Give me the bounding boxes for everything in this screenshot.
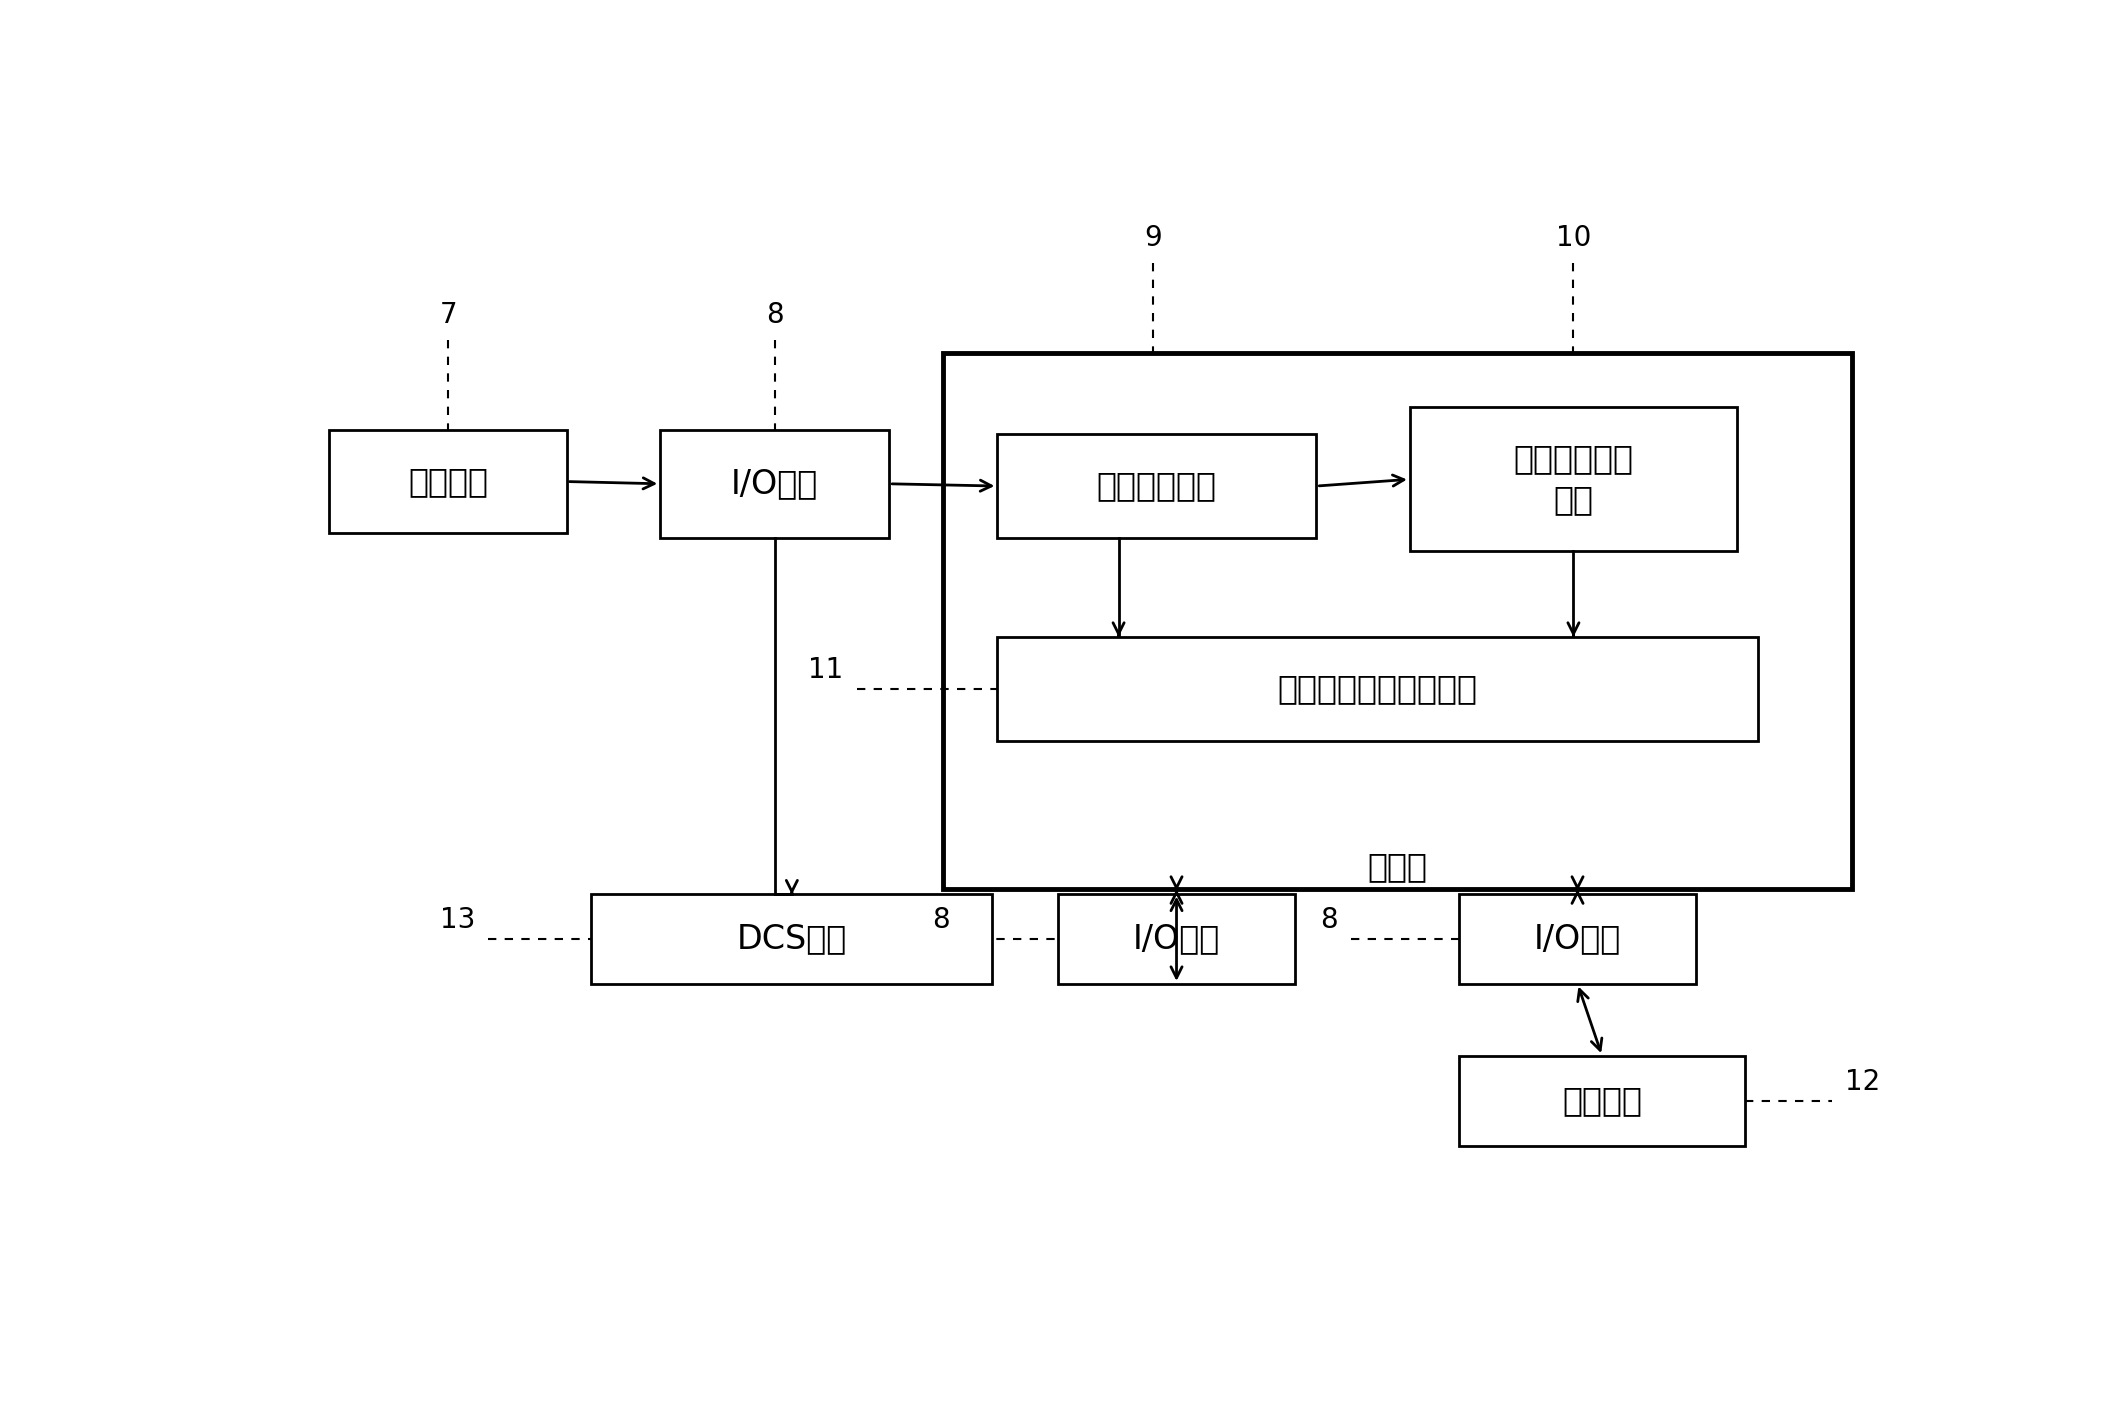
Text: 8: 8 — [767, 300, 784, 329]
Bar — [329, 430, 566, 534]
Text: 10: 10 — [1557, 225, 1590, 253]
Bar — [997, 637, 1759, 740]
Text: DCS系统: DCS系统 — [737, 922, 847, 955]
Text: 检测模块: 检测模块 — [408, 465, 488, 498]
Bar — [944, 354, 1852, 889]
Text: 上位机: 上位机 — [1366, 851, 1428, 883]
Text: I/O模块: I/O模块 — [731, 468, 817, 500]
Text: I/O模块: I/O模块 — [1533, 922, 1622, 955]
Text: 非线性控制律求解模块: 非线性控制律求解模块 — [1278, 673, 1478, 705]
Bar — [661, 430, 889, 538]
Text: I/O模块: I/O模块 — [1132, 922, 1221, 955]
Text: 组分推断模块: 组分推断模块 — [1096, 469, 1217, 503]
Bar — [997, 434, 1316, 538]
Text: 13: 13 — [439, 906, 475, 934]
Bar — [1459, 894, 1696, 984]
Text: 12: 12 — [1846, 1068, 1880, 1097]
Text: 11: 11 — [809, 656, 843, 684]
Text: 7: 7 — [439, 300, 456, 329]
Bar — [1058, 894, 1295, 984]
Bar — [1459, 1056, 1745, 1146]
Bar — [591, 894, 993, 984]
Text: 人机界面: 人机界面 — [1563, 1084, 1643, 1118]
Text: 参考轨迹计算
模块: 参考轨迹计算 模块 — [1514, 442, 1633, 517]
Text: 8: 8 — [1320, 906, 1337, 934]
Text: 8: 8 — [931, 906, 950, 934]
Bar — [1411, 407, 1736, 552]
Text: 9: 9 — [1145, 225, 1162, 253]
